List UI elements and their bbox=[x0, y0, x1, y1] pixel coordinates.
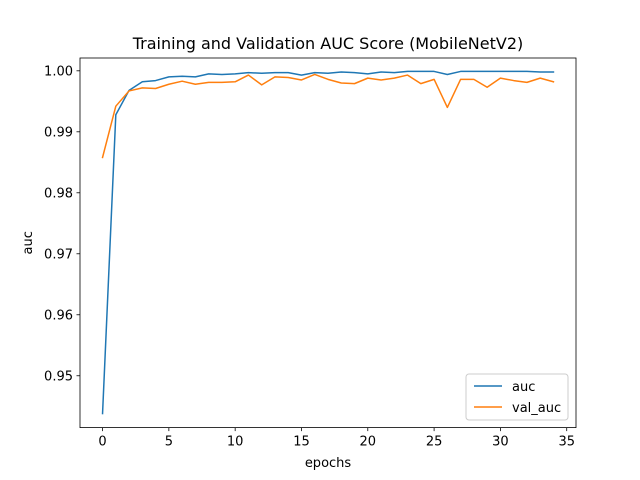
y-axis-label: auc bbox=[21, 231, 36, 254]
x-tick-label: 15 bbox=[293, 435, 310, 450]
plot-lines bbox=[101, 70, 555, 415]
y-tick-label: 0.98 bbox=[44, 186, 73, 201]
y-axis: 0.95 0.96 0.97 0.98 0.99 1.00 bbox=[44, 64, 80, 384]
series-line-auc bbox=[101, 70, 555, 415]
y-tick-label: 0.96 bbox=[44, 308, 73, 323]
plot-frame bbox=[79, 57, 577, 429]
y-tick-label: 0.99 bbox=[44, 125, 73, 140]
x-tick-label: 5 bbox=[165, 435, 173, 450]
series-line-val-auc bbox=[101, 73, 555, 159]
x-tick-label: 35 bbox=[558, 435, 575, 450]
legend-label-auc: auc bbox=[512, 380, 535, 395]
y-tick-label: 0.97 bbox=[44, 247, 73, 262]
x-axis: 0 5 10 15 20 25 30 35 bbox=[98, 427, 575, 450]
y-tick-label: 0.95 bbox=[44, 369, 73, 384]
legend: auc val_auc bbox=[465, 373, 569, 421]
x-tick-label: 10 bbox=[227, 435, 244, 450]
chart-title: Training and Validation AUC Score (Mobil… bbox=[132, 34, 524, 53]
y-tick-label: 1.00 bbox=[44, 64, 73, 79]
x-tick-label: 30 bbox=[492, 435, 509, 450]
x-tick-label: 20 bbox=[360, 435, 377, 450]
x-tick-label: 0 bbox=[98, 435, 106, 450]
legend-label-val-auc: val_auc bbox=[512, 401, 561, 416]
x-tick-label: 25 bbox=[426, 435, 443, 450]
x-axis-label: epochs bbox=[305, 456, 352, 471]
